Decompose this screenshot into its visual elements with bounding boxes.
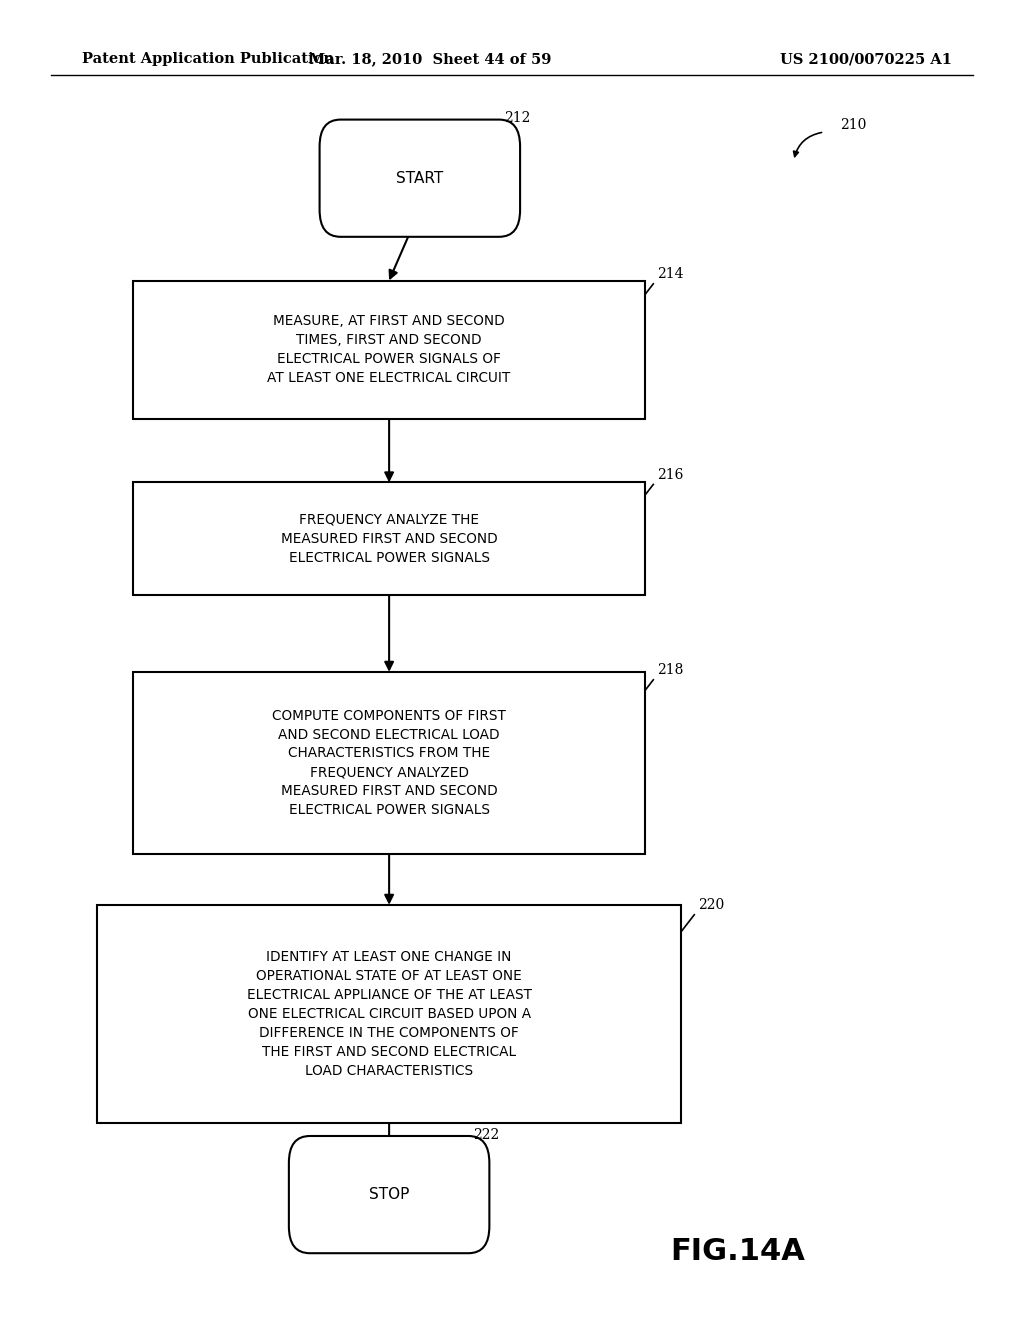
Bar <box>133 672 645 854</box>
Text: 220: 220 <box>698 898 725 912</box>
Text: 214: 214 <box>657 267 684 281</box>
Text: 218: 218 <box>657 663 684 677</box>
Text: Mar. 18, 2010  Sheet 44 of 59: Mar. 18, 2010 Sheet 44 of 59 <box>309 53 551 66</box>
Text: FIG.14A: FIG.14A <box>670 1237 805 1266</box>
Text: US 2100/0070225 A1: US 2100/0070225 A1 <box>780 53 952 66</box>
FancyBboxPatch shape <box>289 1137 489 1253</box>
Text: STOP: STOP <box>369 1187 410 1203</box>
Text: START: START <box>396 170 443 186</box>
Text: 222: 222 <box>473 1127 500 1142</box>
Text: COMPUTE COMPONENTS OF FIRST
AND SECOND ELECTRICAL LOAD
CHARACTERISTICS FROM THE
: COMPUTE COMPONENTS OF FIRST AND SECOND E… <box>272 709 506 817</box>
FancyArrowPatch shape <box>794 132 821 157</box>
FancyBboxPatch shape <box>319 120 520 236</box>
Bar <box>133 281 645 420</box>
Text: MEASURE, AT FIRST AND SECOND
TIMES, FIRST AND SECOND
ELECTRICAL POWER SIGNALS OF: MEASURE, AT FIRST AND SECOND TIMES, FIRS… <box>267 314 511 385</box>
Text: 212: 212 <box>504 111 530 125</box>
Text: Patent Application Publication: Patent Application Publication <box>82 53 334 66</box>
Text: IDENTIFY AT LEAST ONE CHANGE IN
OPERATIONAL STATE OF AT LEAST ONE
ELECTRICAL APP: IDENTIFY AT LEAST ONE CHANGE IN OPERATIO… <box>247 950 531 1077</box>
Text: FREQUENCY ANALYZE THE
MEASURED FIRST AND SECOND
ELECTRICAL POWER SIGNALS: FREQUENCY ANALYZE THE MEASURED FIRST AND… <box>281 512 498 565</box>
Text: 216: 216 <box>657 467 684 482</box>
Bar <box>133 483 645 594</box>
Text: 210: 210 <box>840 119 866 132</box>
Bar <box>97 906 681 1122</box>
